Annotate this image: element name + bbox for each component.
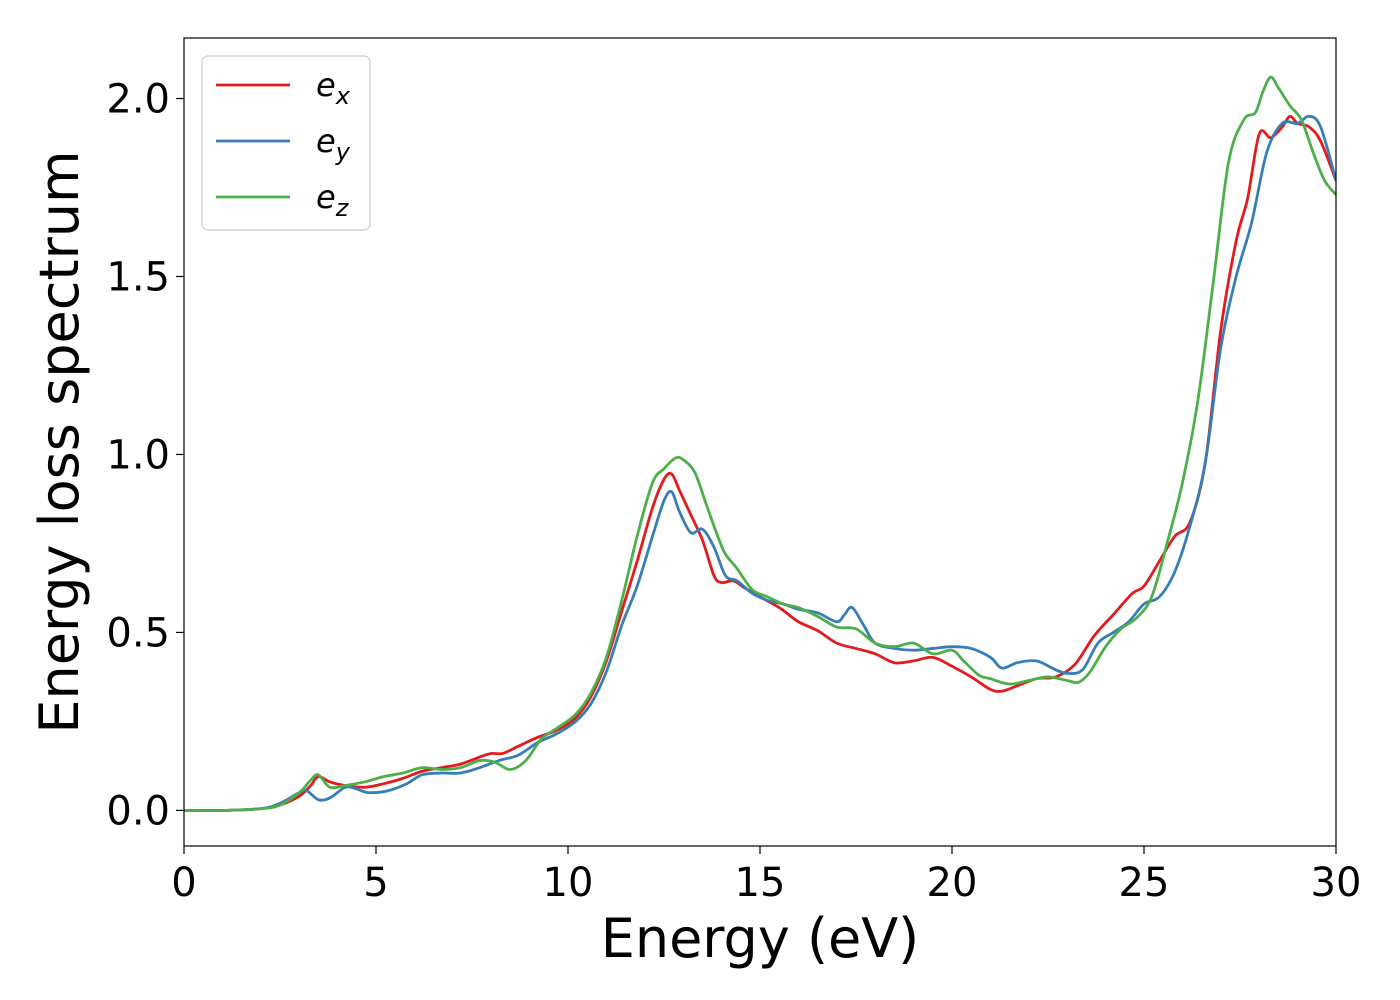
y-tick-label: 0.5 [106, 610, 170, 656]
legend-label: ey [316, 122, 351, 166]
y-tick-label: 1.0 [106, 432, 170, 478]
y-axis-title: Energy loss spectrum [28, 150, 91, 733]
y-tick-label: 0.0 [106, 788, 170, 834]
x-tick-label: 20 [927, 860, 978, 906]
y-tick-label: 2.0 [106, 77, 170, 123]
x-tick-label: 0 [171, 860, 196, 906]
legend-label-base: e [316, 178, 336, 216]
y-tick-label: 1.5 [106, 254, 170, 300]
legend-label-base: e [316, 66, 336, 104]
legend-label-subscript: z [335, 194, 350, 222]
legend-label-subscript: y [335, 138, 351, 166]
x-axis: 0 5 10 15 20 25 30 [171, 846, 1361, 906]
x-axis-title: Energy (eV) [601, 907, 920, 970]
x-tick-label: 15 [735, 860, 786, 906]
x-tick-label: 30 [1311, 860, 1362, 906]
series-layer [184, 75, 1336, 812]
x-tick-label: 5 [363, 860, 388, 906]
legend-label: ez [316, 178, 350, 222]
legend-label-subscript: x [335, 82, 351, 110]
series-line-e-z [184, 75, 1336, 812]
legend-label-base: e [316, 122, 336, 160]
legend-box [201, 55, 371, 231]
x-tick-label: 10 [543, 860, 594, 906]
x-tick-label: 25 [1119, 860, 1170, 906]
y-axis: 0.0 0.5 1.0 1.5 2.0 [106, 77, 184, 834]
legend-label: ex [316, 66, 351, 110]
